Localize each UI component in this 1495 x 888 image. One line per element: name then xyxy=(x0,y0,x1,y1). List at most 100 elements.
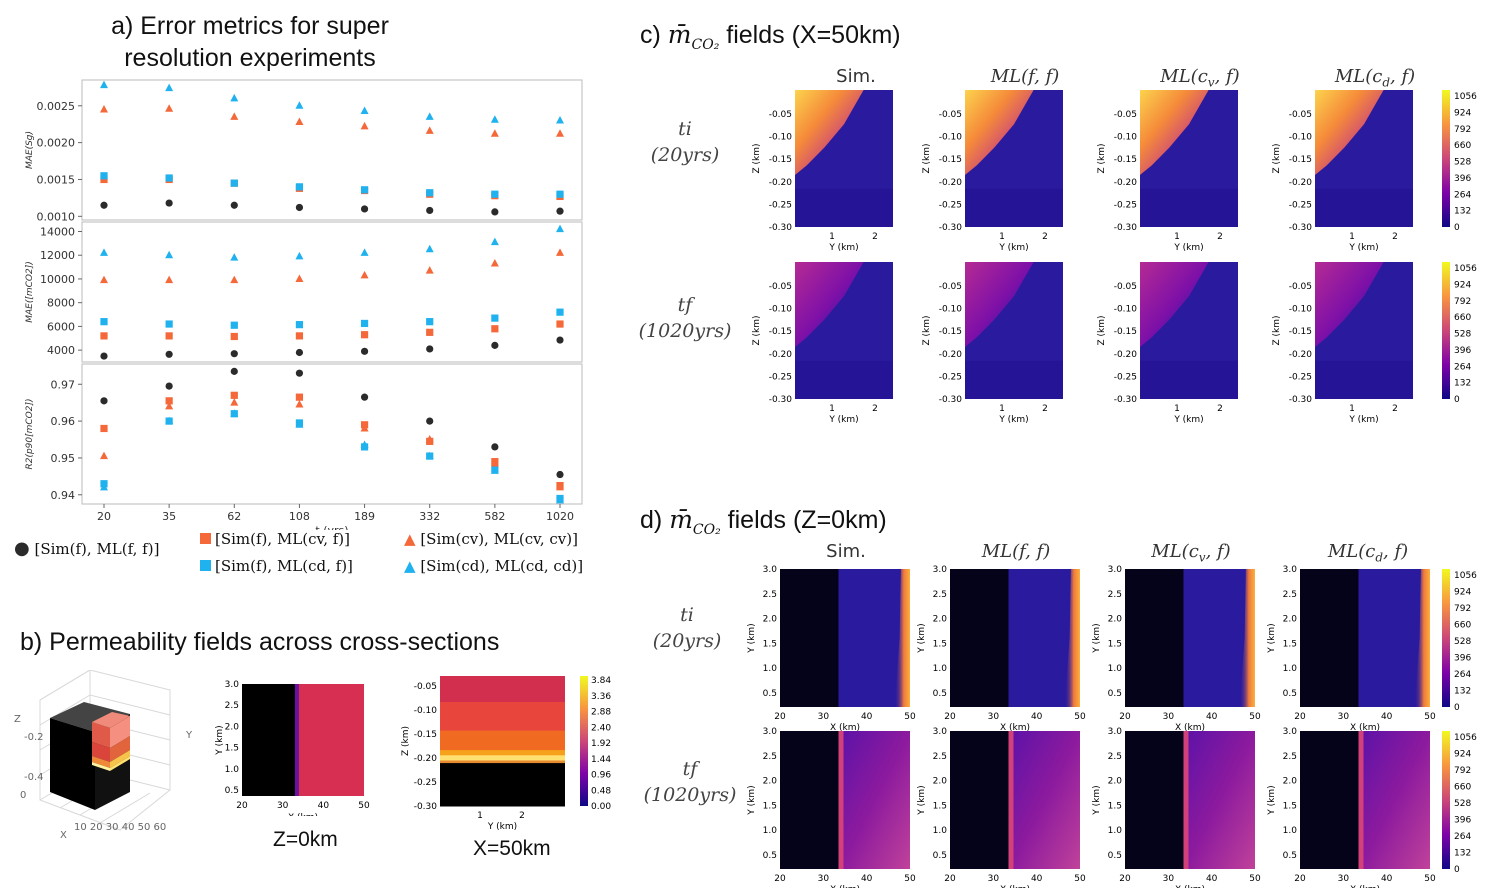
x-tick-label: 1020 xyxy=(546,510,574,523)
colorbar-label: 396 xyxy=(1454,654,1471,664)
point-4-0 xyxy=(100,80,108,89)
point-4-6 xyxy=(490,466,499,474)
deep-zone xyxy=(795,360,893,399)
point-3-7 xyxy=(556,482,564,491)
x-axis-label: Y (km) xyxy=(998,243,1028,253)
point-3-7 xyxy=(556,248,564,256)
y-axis-label: Z (km) xyxy=(752,315,762,345)
y-axis-label: Y (km) xyxy=(1092,623,1102,653)
x-tick-label: 2 xyxy=(1392,404,1398,414)
y-tick-label: -0.10 xyxy=(769,133,793,143)
y-tick-label: -0.25 xyxy=(769,372,792,382)
y-tick-label: -0.30 xyxy=(1289,395,1313,405)
colorbar-label: 132 xyxy=(1454,379,1471,389)
x-axis-label: Y (km) xyxy=(998,415,1028,425)
plume-front xyxy=(838,731,844,869)
row-tf-d: tf (1020yrs) xyxy=(643,758,737,806)
x-tick-label: 40 xyxy=(1206,712,1218,722)
colorbar-label: 924 xyxy=(1454,280,1471,290)
y-tick-label: -0.15 xyxy=(1114,327,1137,337)
point-4-7 xyxy=(556,495,564,504)
x-tick-label: 40 xyxy=(1206,874,1218,884)
x-tick-label: 35 xyxy=(162,510,176,523)
y-tick-label: 2.0 xyxy=(933,615,948,625)
point-4-7 xyxy=(556,224,564,233)
colorbar-label: 792 xyxy=(1454,297,1471,307)
point-0-5 xyxy=(426,206,434,215)
point-3-1 xyxy=(165,401,174,410)
point-0-7 xyxy=(556,207,564,215)
point-1-0 xyxy=(100,332,108,340)
x-tick-label: 30 xyxy=(818,712,830,722)
x-tick-label: 40 xyxy=(861,874,873,884)
y-tick-label: 2.0 xyxy=(1283,777,1298,787)
point-0-0 xyxy=(100,397,108,405)
y-tick-label: -0.05 xyxy=(769,110,792,120)
y-tick-label: -0.20 xyxy=(1114,350,1138,360)
colorbar-1 xyxy=(1442,731,1450,869)
layer-6 xyxy=(440,763,565,807)
y-tick-label: 2.0 xyxy=(1108,777,1123,787)
point-2-6 xyxy=(491,314,499,322)
inactive-zone xyxy=(780,731,839,869)
colorbar-label: 1056 xyxy=(1454,264,1477,274)
deep-zone xyxy=(1140,188,1238,227)
y-tick-label: 3.0 xyxy=(933,565,948,575)
inactive-zone xyxy=(1300,569,1359,707)
point-2-5 xyxy=(426,189,434,197)
y-tick-label: -0.10 xyxy=(939,133,963,143)
plume xyxy=(1414,569,1430,707)
panel-d-title: d) m̄CO₂ fields (Z=0km) xyxy=(640,505,887,538)
colorbar-label: 132 xyxy=(1454,687,1471,697)
y-tick-label: -0.05 xyxy=(769,282,792,292)
y-tick-label: 1.0 xyxy=(225,765,240,775)
plume-front xyxy=(1183,731,1189,869)
point-1-3 xyxy=(295,332,304,340)
plume xyxy=(1239,569,1255,707)
colorbar-0 xyxy=(1442,569,1450,707)
x-tick-label: 20 xyxy=(236,801,248,811)
point-3-1 xyxy=(165,275,174,284)
point-4-4 xyxy=(360,106,369,114)
point-4-1 xyxy=(165,416,174,425)
y-tick-label: -0.15 xyxy=(1289,155,1312,165)
y-tick-label: -0.05 xyxy=(414,682,437,692)
x-tick-label: 30 xyxy=(1338,874,1350,884)
y-tick-label: 0.5 xyxy=(933,689,947,699)
field-d-r0-c3 xyxy=(1300,569,1430,707)
y-axis-label: Z (km) xyxy=(1097,143,1107,173)
x-axis-label: Y (km) xyxy=(828,243,858,253)
y-tick-label: -0.25 xyxy=(1114,200,1137,210)
y-tick-label: 0.5 xyxy=(1283,851,1297,861)
colorbar-label: 396 xyxy=(1454,816,1471,826)
row-tf-c: tf (1020yrs) xyxy=(638,294,732,342)
x-tick-label: 1 xyxy=(1174,404,1180,414)
point-2-7 xyxy=(556,308,564,316)
colorbar-label: 528 xyxy=(1454,799,1471,809)
x-tick-label: 40 xyxy=(318,801,330,811)
x-tick-label: 2 xyxy=(1217,232,1223,242)
x-axis-label: X (km) xyxy=(1175,723,1205,733)
deep-zone xyxy=(1315,360,1413,399)
colorbar-label: 132 xyxy=(1454,849,1471,859)
y-tick-label: 1.5 xyxy=(763,801,777,811)
y-tick-label: 0.0010 xyxy=(37,210,76,223)
y-tick-label: -0.10 xyxy=(1114,133,1138,143)
layer-5 xyxy=(440,760,565,764)
point-3-0 xyxy=(100,275,108,284)
y-tick-label: -0.10 xyxy=(939,305,963,315)
y-tick-label: -0.25 xyxy=(414,778,437,788)
x-tick-label: 50 xyxy=(1074,712,1086,722)
x-axis-label: X (km) xyxy=(1175,885,1205,888)
y-tick-label: -0.15 xyxy=(1114,155,1137,165)
y-tick-label: 2.0 xyxy=(933,777,948,787)
point-0-4 xyxy=(360,205,369,213)
legend-item-cd-cd: ▲ [Sim(cd), ML(cd, cd)] xyxy=(404,557,584,575)
point-4-2 xyxy=(230,409,239,417)
point-2-6 xyxy=(491,190,499,198)
y-tick-label: -0.20 xyxy=(1289,350,1313,360)
x-axis-label: Y (km) xyxy=(1173,243,1203,253)
plot-frame-2 xyxy=(81,363,583,505)
y-tick-label: 3.0 xyxy=(933,727,948,737)
inactive-zone xyxy=(1300,731,1359,869)
